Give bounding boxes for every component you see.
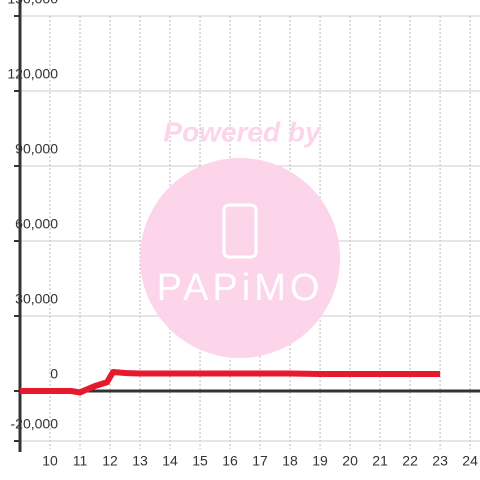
x-tick-label: 11 <box>73 453 88 469</box>
y-tick-label: 60,000 <box>15 216 58 232</box>
x-tick-label: 17 <box>252 453 268 469</box>
x-tick-label: 18 <box>282 453 298 469</box>
x-tick-label: 13 <box>132 453 148 469</box>
y-tick-label: 150,000 <box>7 0 58 7</box>
y-tick-label: 30,000 <box>15 291 58 307</box>
y-tick-label: 0 <box>50 366 58 382</box>
y-tick-label: 120,000 <box>7 66 58 82</box>
x-tick-label: 23 <box>432 453 448 469</box>
x-tick-label: 21 <box>372 453 388 469</box>
x-tick-label: 10 <box>42 453 58 469</box>
y-tick-label: -20,000 <box>11 416 59 432</box>
line-series <box>20 369 441 396</box>
watermark-logo: PAPiMO <box>157 267 324 309</box>
x-tick-label: 15 <box>192 453 208 469</box>
x-tick-label: 14 <box>162 453 178 469</box>
x-tick-label: 19 <box>312 453 328 469</box>
x-tick-label: 22 <box>402 453 418 469</box>
y-tick-label: 90,000 <box>15 141 58 157</box>
x-tick-label: 20 <box>342 453 358 469</box>
x-tick-label: 12 <box>102 453 118 469</box>
watermark-icon <box>222 203 258 259</box>
x-tick-label: 16 <box>222 453 238 469</box>
watermark-text: Powered by <box>163 116 322 147</box>
x-tick-label: 24 <box>462 453 478 469</box>
